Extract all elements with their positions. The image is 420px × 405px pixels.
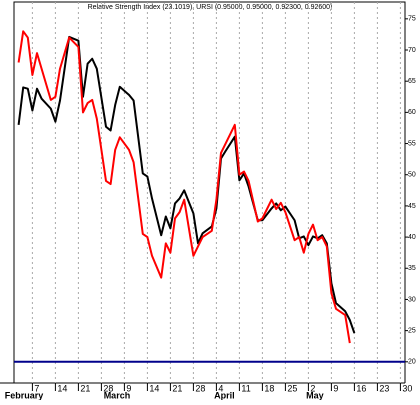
y-tick-label: 50	[408, 172, 416, 179]
y-tick-label: 55	[408, 140, 416, 147]
y-tick-label: 40	[408, 234, 416, 241]
x-tick-label: 28	[195, 383, 205, 393]
series-line	[17, 30, 351, 344]
x-tick-label: 4	[218, 383, 223, 393]
y-tick-label: 70	[408, 47, 416, 54]
month-label: May	[306, 390, 324, 400]
y-tick-label: 30	[408, 296, 416, 303]
x-tick-label: 9	[126, 383, 131, 393]
y-tick-label: 45	[408, 203, 416, 210]
x-tick-label: 18	[264, 383, 274, 393]
chart-title: Relative Strength Index (23.1019), URSI …	[88, 4, 333, 11]
x-tick-label: 14	[57, 383, 67, 393]
month-label: April	[214, 390, 235, 400]
x-tick-label: 21	[172, 383, 182, 393]
x-tick-label: 21	[80, 383, 90, 393]
x-tick-label: 7	[34, 383, 39, 393]
series-line	[17, 35, 356, 334]
y-tick-label: 35	[408, 265, 416, 272]
y-tick-label: 20	[408, 359, 416, 366]
y-tick-label: 60	[408, 109, 416, 116]
month-label: February	[5, 390, 44, 400]
y-tick-label: 25	[408, 327, 416, 334]
x-tick-label: 23	[379, 383, 389, 393]
x-axis-strip	[0, 383, 420, 400]
x-tick-label: 16	[356, 383, 366, 393]
month-label: March	[104, 390, 131, 400]
x-tick-label: 14	[149, 383, 159, 393]
x-tick-label: 30	[402, 383, 412, 393]
x-tick-label: 11	[241, 383, 250, 393]
x-tick-label: 2	[310, 383, 315, 393]
x-tick-label: 25	[287, 383, 297, 393]
x-tick-label: 9	[333, 383, 338, 393]
y-tick-label: 75	[408, 16, 416, 23]
y-tick-label: 65	[408, 78, 416, 85]
x-tick-label: 28	[103, 383, 113, 393]
